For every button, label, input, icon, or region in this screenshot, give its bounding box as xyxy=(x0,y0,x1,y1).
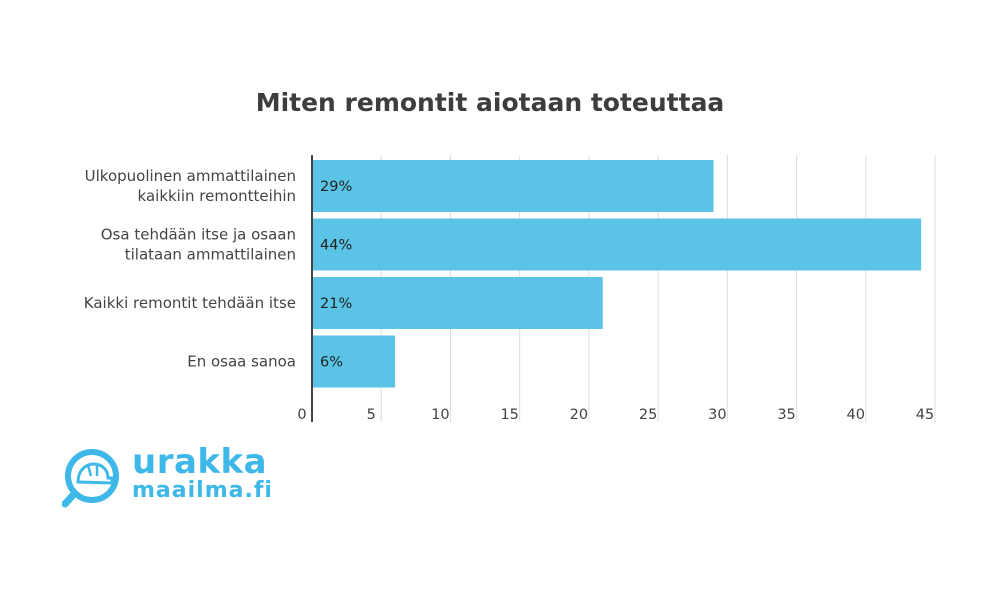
category-label: Ulkopuolinen ammattilainen xyxy=(85,167,296,185)
chart-title: Miten remontit aiotaan toteuttaa xyxy=(255,88,725,117)
x-tick-label: 15 xyxy=(500,407,518,423)
bar-data-label: 29% xyxy=(320,179,352,195)
x-tick-label: 30 xyxy=(708,407,726,423)
logo-text-maailma: maailma.fi xyxy=(132,478,273,503)
bar xyxy=(312,277,603,329)
bar xyxy=(312,335,396,388)
category-label: kaikkiin remontteihin xyxy=(138,187,296,205)
x-tick-label: 35 xyxy=(777,407,795,423)
bar-data-label: 21% xyxy=(320,296,352,312)
bar-data-label: 6% xyxy=(320,355,343,371)
x-tick-label: 10 xyxy=(431,407,449,423)
x-tick-label: 0 xyxy=(297,407,306,423)
bar xyxy=(312,160,714,212)
x-tick-label: 45 xyxy=(916,407,934,423)
magnifier-helmet-icon xyxy=(61,449,119,508)
category-label: En osaa sanoa xyxy=(187,353,296,371)
x-tick-label: 25 xyxy=(639,407,657,423)
category-label: Kaikki remontit tehdään itse xyxy=(84,294,296,312)
bar-data-label: 44% xyxy=(320,238,352,254)
site-logo: urakka maailma.fi xyxy=(61,442,282,510)
x-tick-label: 5 xyxy=(367,407,376,423)
category-label: tilataan ammattilainen xyxy=(125,246,296,264)
logo-text-urakka: urakka xyxy=(132,442,268,482)
category-label: Osa tehdään itse ja osaan xyxy=(101,226,296,244)
bar xyxy=(312,218,922,271)
x-tick-label: 40 xyxy=(847,407,865,423)
x-tick-label: 20 xyxy=(570,407,588,423)
